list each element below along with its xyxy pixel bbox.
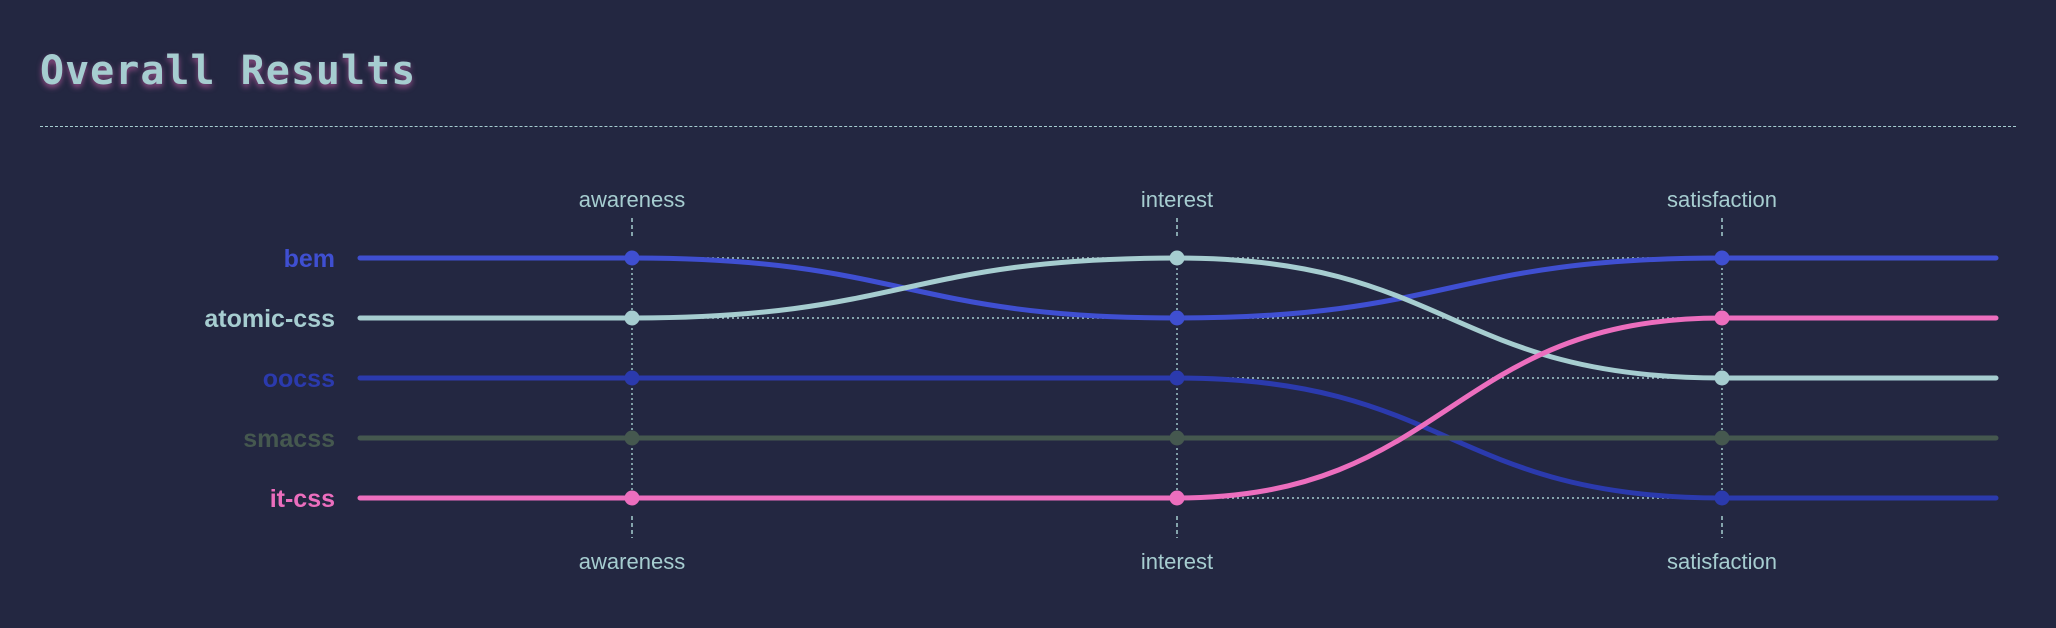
point-it-css-awareness bbox=[624, 490, 640, 506]
point-oocss-awareness bbox=[624, 370, 640, 386]
title-divider bbox=[40, 126, 2016, 127]
point-it-css-satisfaction bbox=[1714, 310, 1730, 326]
series-labels: bem atomic-css oocss smacss it-css bbox=[204, 245, 335, 513]
series-label-bem: bem bbox=[284, 245, 335, 273]
axis-top-label-awareness: awareness bbox=[579, 187, 685, 212]
axis-bottom-label-awareness: awareness bbox=[579, 549, 685, 574]
page-title: Overall Results bbox=[40, 48, 417, 94]
axis-top-label-satisfaction: satisfaction bbox=[1667, 187, 1777, 212]
series-label-smacss: smacss bbox=[243, 425, 335, 453]
point-smacss-interest bbox=[1169, 430, 1185, 446]
point-atomic-css-satisfaction bbox=[1714, 370, 1730, 386]
series-label-it-css: it-css bbox=[270, 485, 335, 513]
series-label-oocss: oocss bbox=[263, 365, 335, 393]
point-atomic-css-interest bbox=[1169, 250, 1185, 266]
series-line-it-css bbox=[357, 315, 1999, 501]
point-bem-awareness bbox=[624, 250, 640, 266]
series-points bbox=[624, 250, 1730, 506]
series-line-bem bbox=[357, 255, 1999, 321]
point-smacss-satisfaction bbox=[1714, 430, 1730, 446]
axis-bottom: awareness interest satisfaction bbox=[579, 516, 1777, 574]
series-label-atomic-css: atomic-css bbox=[204, 305, 335, 333]
axis-top: awareness interest satisfaction bbox=[579, 187, 1777, 236]
point-smacss-awareness bbox=[624, 430, 640, 446]
axis-bottom-label-interest: interest bbox=[1141, 549, 1213, 574]
point-bem-interest bbox=[1169, 310, 1185, 326]
point-it-css-interest bbox=[1169, 490, 1185, 506]
point-oocss-interest bbox=[1169, 370, 1185, 386]
point-atomic-css-awareness bbox=[624, 310, 640, 326]
point-bem-satisfaction bbox=[1714, 250, 1730, 266]
axis-bottom-label-satisfaction: satisfaction bbox=[1667, 549, 1777, 574]
point-oocss-satisfaction bbox=[1714, 490, 1730, 506]
axis-top-label-interest: interest bbox=[1141, 187, 1213, 212]
